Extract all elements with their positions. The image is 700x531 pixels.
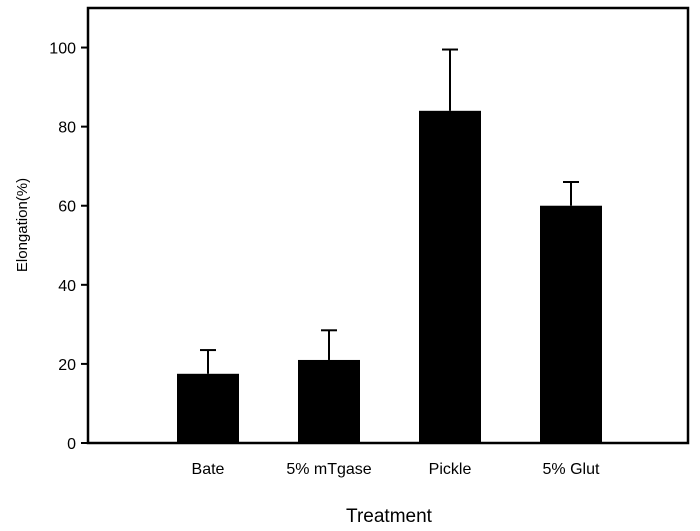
y-tick-label: 60 xyxy=(58,199,76,216)
y-tick-label: 0 xyxy=(67,436,76,453)
bar-5-mtgase xyxy=(298,359,360,443)
x-tick-label: Pickle xyxy=(429,461,472,478)
y-tick-label: 40 xyxy=(58,278,76,295)
x-tick-label: 5% Glut xyxy=(543,461,600,478)
x-axis-title: Treatment xyxy=(346,506,433,527)
y-axis: 0 20 40 60 80 100 xyxy=(49,41,88,453)
y-tick-label: 20 xyxy=(58,357,76,374)
x-tick-label: Bate xyxy=(192,461,225,478)
x-tick-label: 5% mTgase xyxy=(286,461,371,478)
bar-pickle xyxy=(419,110,481,444)
y-axis-title: Elongation(%) xyxy=(14,178,31,272)
bar-5-glut xyxy=(540,205,602,443)
y-tick-label: 100 xyxy=(49,41,76,58)
bar-bate xyxy=(177,373,239,443)
error-bars xyxy=(200,48,579,374)
plot-frame xyxy=(86,6,690,445)
bars xyxy=(177,110,602,444)
y-tick-label: 80 xyxy=(58,120,76,137)
x-axis: Bate 5% mTgase Pickle 5% Glut xyxy=(192,461,600,478)
